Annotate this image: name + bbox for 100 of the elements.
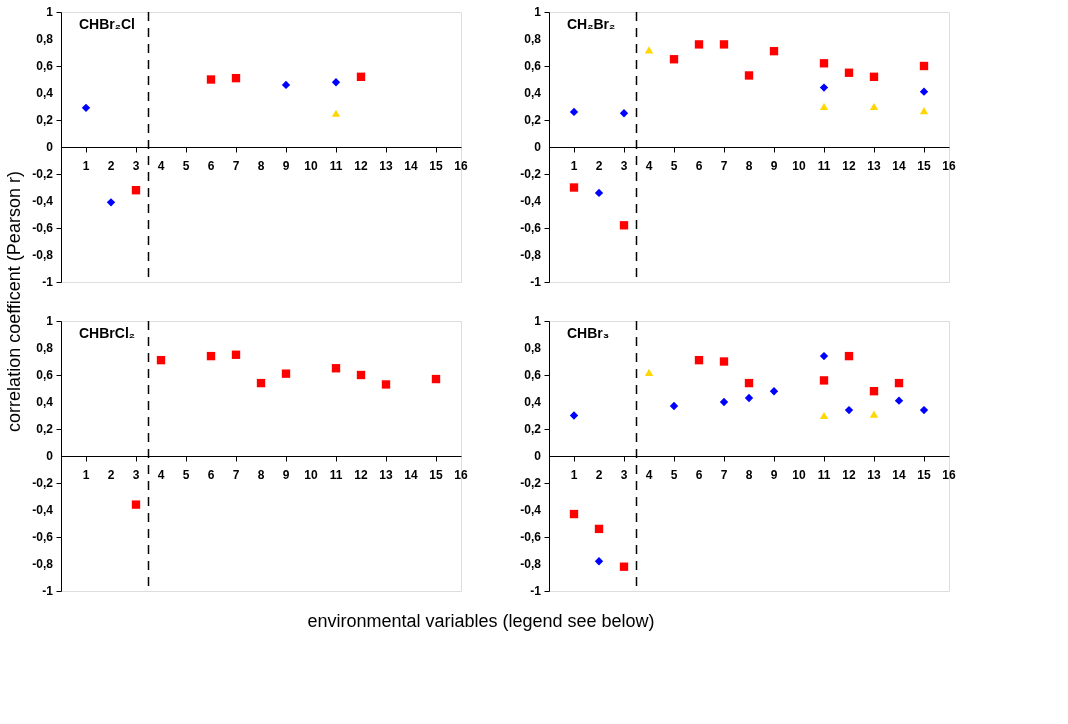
y-tick-label: -0,6 xyxy=(32,221,54,235)
chart-title: CHBr₃ xyxy=(567,325,610,341)
x-tick-label: 8 xyxy=(257,468,265,482)
y-tick-label: 0,8 xyxy=(524,341,542,355)
x-tick-label: 2 xyxy=(595,159,603,173)
y-tick-label: 0,2 xyxy=(36,113,54,127)
y-tick-label: -1 xyxy=(42,275,54,289)
x-tick-label: 9 xyxy=(770,159,778,173)
x-tick-label: 4 xyxy=(157,159,165,173)
x-tick-label: 14 xyxy=(404,159,418,173)
x-tick-label: 1 xyxy=(570,468,578,482)
y-tick-label: 0,2 xyxy=(36,422,54,436)
y-tick-label: -0,6 xyxy=(520,530,542,544)
x-tick-label: 13 xyxy=(379,159,393,173)
x-tick-label: 10 xyxy=(304,159,318,173)
y-tick-label: -0,2 xyxy=(32,167,54,181)
y-tick-label: -0,2 xyxy=(520,476,542,490)
y-tick-label: 0 xyxy=(46,140,54,154)
chart-title: CHBr₂Cl xyxy=(79,16,135,32)
y-tick-label: 0,8 xyxy=(36,341,54,355)
y-tick-label: 0,6 xyxy=(36,368,54,382)
y-tick-label: -1 xyxy=(42,584,54,598)
x-tick-label: 6 xyxy=(695,468,703,482)
x-tick-label: 1 xyxy=(570,159,578,173)
x-tick-label: 15 xyxy=(917,159,931,173)
y-tick-label: 0,6 xyxy=(36,59,54,73)
chart-title: CH₂Br₂ xyxy=(567,16,616,32)
y-tick-label: -0,4 xyxy=(520,194,542,208)
y-tick-label: 1 xyxy=(534,5,542,19)
y-tick-label: 0,8 xyxy=(36,32,54,46)
x-tick-label: 9 xyxy=(282,468,290,482)
y-tick-label: 1 xyxy=(534,314,542,328)
x-tick-label: 14 xyxy=(404,468,418,482)
x-tick-label: 12 xyxy=(842,468,856,482)
x-tick-label: 11 xyxy=(329,159,343,173)
x-tick-label: 16 xyxy=(942,468,956,482)
x-tick-label: 16 xyxy=(454,159,468,173)
y-tick-label: 0,2 xyxy=(524,113,542,127)
x-tick-label: 4 xyxy=(645,159,653,173)
y-tick-label: 0,4 xyxy=(524,86,542,100)
x-tick-label: 8 xyxy=(745,468,753,482)
x-tick-label: 13 xyxy=(867,468,881,482)
y-tick-label: 0,6 xyxy=(524,59,542,73)
y-tick-label: -0,6 xyxy=(32,530,54,544)
y-tick-label: 1 xyxy=(46,314,54,328)
x-tick-label: 1 xyxy=(82,159,90,173)
y-tick-label: -1 xyxy=(530,275,542,289)
x-tick-label: 11 xyxy=(817,468,831,482)
x-tick-label: 11 xyxy=(329,468,343,482)
x-tick-label: 12 xyxy=(354,159,368,173)
x-tick-label: 6 xyxy=(207,159,215,173)
x-tick-label: 16 xyxy=(454,468,468,482)
x-tick-label: 7 xyxy=(232,159,240,173)
x-tick-label: 3 xyxy=(132,159,140,173)
x-tick-label: 9 xyxy=(282,159,290,173)
x-tick-label: 13 xyxy=(867,159,881,173)
x-tick-label: 8 xyxy=(745,159,753,173)
x-tick-label: 4 xyxy=(645,468,653,482)
y-tick-label: -1 xyxy=(530,584,542,598)
x-tick-label: 3 xyxy=(620,468,628,482)
x-tick-label: 6 xyxy=(207,468,215,482)
y-tick-label: -0,8 xyxy=(520,557,542,571)
x-tick-label: 14 xyxy=(892,159,906,173)
x-tick-label: 10 xyxy=(792,159,806,173)
x-tick-label: 15 xyxy=(429,468,443,482)
x-tick-label: 12 xyxy=(842,159,856,173)
x-tick-label: 13 xyxy=(379,468,393,482)
x-tick-label: 1 xyxy=(82,468,90,482)
y-tick-label: 1 xyxy=(46,5,54,19)
x-tick-label: 15 xyxy=(429,159,443,173)
x-tick-label: 7 xyxy=(720,468,728,482)
y-tick-label: 0,6 xyxy=(524,368,542,382)
x-tick-label: 15 xyxy=(917,468,931,482)
y-tick-label: -0,2 xyxy=(32,476,54,490)
x-tick-label: 2 xyxy=(107,468,115,482)
y-tick-label: -0,8 xyxy=(520,248,542,262)
x-tick-label: 4 xyxy=(157,468,165,482)
x-tick-label: 11 xyxy=(817,159,831,173)
y-tick-label: -0,8 xyxy=(32,248,54,262)
y-tick-label: 0 xyxy=(534,449,542,463)
x-tick-label: 5 xyxy=(670,468,678,482)
y-tick-label: -0,2 xyxy=(520,167,542,181)
x-tick-label: 7 xyxy=(720,159,728,173)
y-tick-label: -0,4 xyxy=(32,503,54,517)
y-tick-label: 0 xyxy=(46,449,54,463)
x-tick-label: 3 xyxy=(620,159,628,173)
x-tick-label: 16 xyxy=(942,159,956,173)
y-tick-label: -0,8 xyxy=(32,557,54,571)
x-tick-label: 8 xyxy=(257,159,265,173)
y-tick-label: -0,4 xyxy=(32,194,54,208)
y-tick-label: 0,4 xyxy=(36,395,54,409)
x-tick-label: 12 xyxy=(354,468,368,482)
x-tick-label: 7 xyxy=(232,468,240,482)
x-tick-label: 5 xyxy=(670,159,678,173)
x-tick-label: 3 xyxy=(132,468,140,482)
x-tick-label: 5 xyxy=(182,468,190,482)
x-tick-label: 5 xyxy=(182,159,190,173)
x-tick-label: 10 xyxy=(792,468,806,482)
x-axis-title: environmental variables (legend see below) xyxy=(307,610,655,631)
x-tick-label: 2 xyxy=(107,159,115,173)
